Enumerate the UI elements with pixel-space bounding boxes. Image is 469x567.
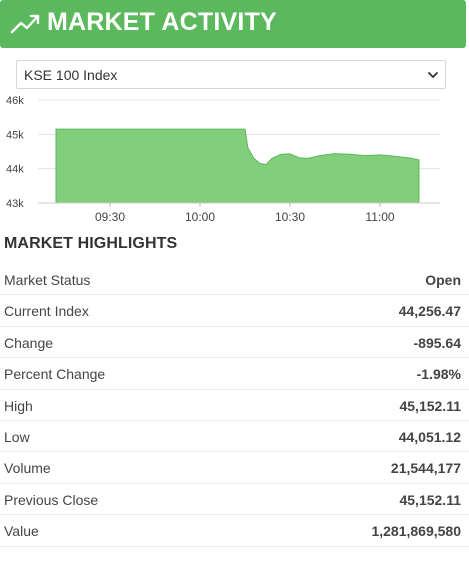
market-activity-header: MARKET ACTIVITY: [0, 0, 466, 48]
highlight-value: 44,256.47: [398, 303, 461, 320]
highlight-label: High: [4, 397, 33, 414]
highlight-row: Previous Close 45,152.11: [0, 484, 469, 516]
chevron-down-icon: [428, 72, 438, 78]
highlight-value: -1.98%: [416, 366, 461, 383]
highlight-row: Percent Change -1.98%: [0, 358, 469, 390]
y-tick-label: 44k: [6, 164, 24, 176]
highlight-row: Current Index 44,256.47: [0, 295, 469, 327]
highlight-row: Volume 21,544,177: [0, 452, 469, 484]
highlight-value: 44,051.12: [398, 428, 461, 445]
y-tick-label: 46k: [6, 95, 24, 107]
highlight-row: Low 44,051.12: [0, 421, 469, 453]
highlights-table: Market Status Open Current Index 44,256.47 C…: [0, 264, 469, 547]
index-chart: 43k 44k 45k 46k 09:30 10:00 10:30 11:00: [6, 95, 440, 224]
highlight-value: 45,152.11: [399, 491, 461, 508]
highlight-value: Open: [425, 272, 461, 288]
y-tick-label: 43k: [6, 198, 24, 210]
highlight-value: 1,281,869,580: [371, 523, 461, 540]
highlight-value: -895.64: [413, 334, 461, 351]
highlight-label: Market Status: [4, 272, 91, 288]
index-select-value: KSE 100 Index: [24, 67, 118, 83]
highlight-label: Previous Close: [4, 491, 99, 508]
x-tick-label: 11:00: [365, 210, 394, 224]
y-tick-label: 45k: [6, 129, 24, 141]
highlight-row: Change -895.64: [0, 327, 469, 359]
page-title: MARKET ACTIVITY: [47, 8, 277, 36]
highlight-row: High 45,152.11: [0, 390, 469, 421]
x-tick-label: 10:00: [185, 210, 215, 224]
highlight-value: 45,152.11: [399, 397, 461, 414]
highlight-label: Percent Change: [4, 366, 106, 383]
highlight-label: Current Index: [4, 303, 89, 320]
highlight-label: Value: [4, 523, 39, 540]
highlight-row: Market Status Open: [0, 264, 469, 296]
highlight-value: 21,544,177: [390, 460, 461, 477]
trend-up-icon: [10, 14, 40, 34]
index-area-series: [55, 128, 420, 204]
index-select[interactable]: KSE 100 Index: [16, 60, 446, 89]
x-tick-label: 10:30: [275, 210, 305, 224]
highlight-label: Low: [4, 428, 30, 445]
highlight-label: Volume: [4, 460, 51, 477]
highlight-label: Change: [4, 334, 54, 351]
highlight-row: Value 1,281,869,580: [0, 515, 469, 547]
section-title-market-highlights: MARKET HIGHLIGHTS: [4, 235, 178, 252]
x-tick-label: 09:30: [95, 210, 125, 224]
